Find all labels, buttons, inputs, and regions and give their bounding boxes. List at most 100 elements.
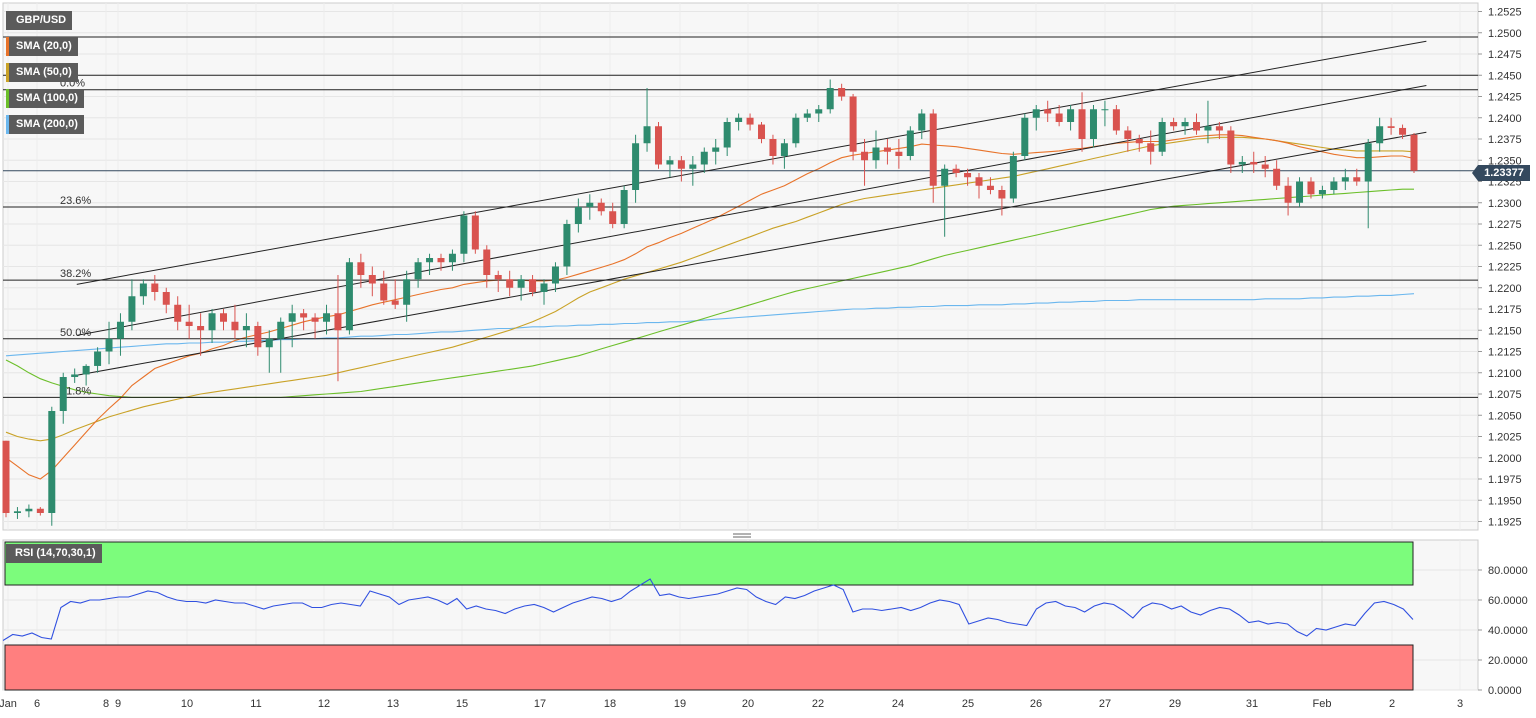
y-tick-label: 1.2250 [1488, 240, 1522, 252]
candle-down [1261, 164, 1269, 169]
y-tick-label: 1.2000 [1488, 453, 1522, 465]
legend-sma-20[interactable]: SMA (20,0) [6, 37, 78, 56]
candle-up [723, 122, 731, 148]
candle-down [861, 151, 869, 161]
candle-down [964, 173, 972, 178]
candle-down [1410, 134, 1418, 171]
candle-down [174, 304, 182, 322]
candle-up [1032, 109, 1040, 118]
candle-down [231, 321, 239, 331]
legend-sma-50[interactable]: SMA (50,0) [6, 63, 78, 82]
candle-down [1112, 109, 1120, 131]
candle-up [59, 377, 67, 411]
candle-down [483, 249, 491, 275]
candle-down [311, 317, 319, 322]
x-tick-label: 11 [250, 698, 261, 710]
candle-down [1193, 122, 1201, 131]
candle-up [517, 279, 525, 288]
x-tick-label: Jan [0, 698, 17, 710]
candle-down [746, 117, 754, 125]
rsi-oversold-zone [4, 644, 1414, 691]
y-tick-label: 1.2400 [1488, 113, 1522, 125]
candle-up [700, 151, 708, 165]
candle-down [1044, 109, 1052, 114]
candle-up [1341, 177, 1349, 182]
y-tick-label: 1.2100 [1488, 368, 1522, 380]
y-tick-label: 1.2150 [1488, 325, 1522, 337]
y-tick-label: 1.2225 [1488, 262, 1522, 274]
candle-up [208, 313, 216, 331]
candle-up [1204, 126, 1212, 131]
candle-up [1021, 117, 1029, 156]
candle-down [368, 275, 376, 284]
x-tick-label: 24 [892, 698, 904, 710]
candle-down [197, 326, 205, 331]
y-tick-label: 1.2475 [1488, 49, 1522, 61]
candle-up [82, 365, 90, 375]
candle-down [437, 258, 445, 263]
candle-down [1215, 126, 1223, 131]
candle-up [712, 147, 720, 152]
legend-sma-100[interactable]: SMA (100,0) [6, 89, 84, 108]
candle-up [872, 147, 880, 161]
candle-down [1307, 181, 1315, 195]
candle-up [448, 253, 456, 263]
x-tick-label: 19 [674, 698, 686, 710]
candle-down [998, 190, 1006, 199]
candle-up [105, 338, 113, 352]
y-tick-label: 1.2050 [1488, 410, 1522, 422]
candle-down [677, 160, 685, 169]
x-tick-label: 12 [318, 698, 330, 710]
candle-up [826, 88, 834, 110]
x-tick-label: 22 [812, 698, 824, 710]
candle-down [1147, 143, 1155, 152]
candle-up [1009, 156, 1017, 199]
y-tick-label: 1.2075 [1488, 389, 1522, 401]
x-tick-label: Feb [1313, 698, 1332, 710]
x-tick-label: 25 [962, 698, 974, 710]
candle-up [620, 190, 628, 224]
candle-down [929, 113, 937, 186]
candle-up [1296, 181, 1304, 203]
candle-up [242, 326, 250, 331]
candle-down [1250, 161, 1258, 165]
x-tick-label: 31 [1246, 698, 1258, 710]
y-tick-label: 1.2200 [1488, 283, 1522, 295]
candle-up [1067, 109, 1075, 122]
x-tick-label: 10 [181, 698, 193, 710]
trend-channel-line [76, 131, 1427, 376]
rsi-overbought-zone [4, 541, 1414, 586]
x-tick-label: 20 [742, 698, 754, 710]
candle-down [654, 126, 662, 165]
candle-up [460, 215, 468, 254]
x-tick-label: 13 [387, 698, 399, 710]
x-tick-label: 15 [456, 698, 468, 710]
y-tick-label: 1.2425 [1488, 92, 1522, 104]
fibonacci-level-label: 50.0% [60, 327, 91, 339]
candle-down [300, 313, 308, 318]
candle-down [357, 262, 365, 275]
rsi-label[interactable]: RSI (14,70,30,1) [6, 544, 102, 563]
rsi-y-tick-label: 80.0000 [1488, 565, 1528, 577]
candle-down [391, 300, 399, 305]
candle-up [1364, 143, 1372, 182]
candle-up [735, 117, 743, 122]
instrument-label: GBP/USD [6, 11, 73, 30]
candle-up [128, 296, 136, 322]
candle-up [288, 313, 296, 322]
candle-up [780, 143, 788, 156]
candle-up [71, 374, 79, 377]
candle-up [941, 168, 949, 186]
candle-down [838, 88, 846, 97]
candle-up [25, 508, 33, 512]
candle-down [952, 168, 960, 173]
candle-down [758, 124, 766, 139]
candle-up [13, 511, 21, 513]
candle-down [849, 96, 857, 152]
y-tick-label: 1.2375 [1488, 134, 1522, 146]
candle-down [1170, 122, 1178, 127]
legend-sma-200[interactable]: SMA (200,0) [6, 115, 84, 134]
current-price-badge: 1.23377 [1472, 165, 1530, 181]
fibonacci-level-label: 61.8% [60, 385, 91, 397]
